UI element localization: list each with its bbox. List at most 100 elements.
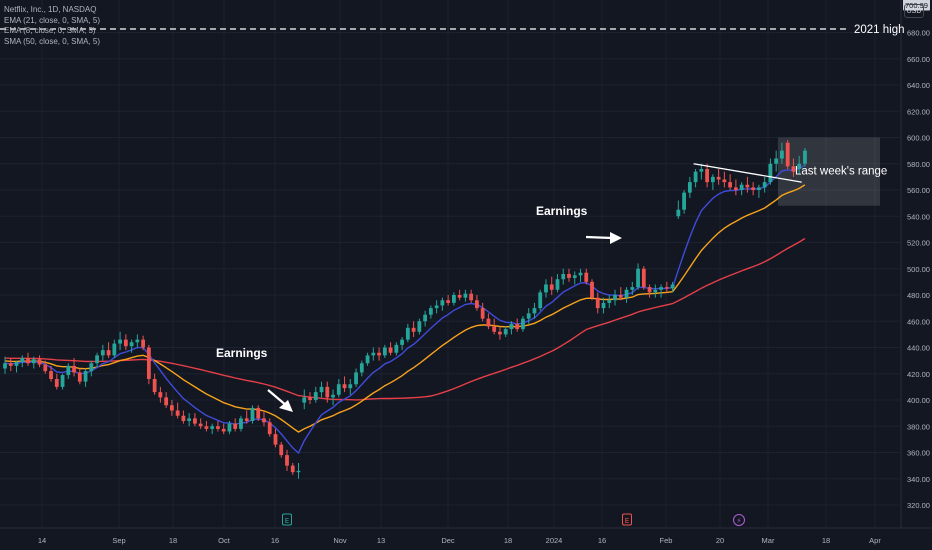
- candle-body[interactable]: [538, 292, 543, 309]
- candle-body[interactable]: [601, 302, 606, 309]
- candle[interactable]: [417, 318, 422, 335]
- candle-body[interactable]: [705, 169, 710, 183]
- candles[interactable]: [3, 140, 807, 479]
- candle[interactable]: [325, 381, 330, 403]
- candle[interactable]: [624, 287, 629, 303]
- candle-body[interactable]: [722, 179, 727, 183]
- candle-body[interactable]: [463, 293, 468, 298]
- candle-body[interactable]: [146, 347, 151, 380]
- candle-body[interactable]: [434, 305, 439, 309]
- candle-body[interactable]: [509, 323, 514, 330]
- candle-body[interactable]: [428, 308, 433, 315]
- candle[interactable]: [434, 300, 439, 314]
- candle[interactable]: [210, 423, 215, 435]
- candle-body[interactable]: [221, 428, 226, 432]
- candle-body[interactable]: [803, 150, 807, 164]
- candle[interactable]: [676, 200, 681, 219]
- candle-body[interactable]: [290, 465, 295, 473]
- candle-body[interactable]: [469, 293, 474, 301]
- candle-body[interactable]: [710, 176, 715, 183]
- candle[interactable]: [469, 289, 474, 303]
- candle-body[interactable]: [590, 281, 594, 298]
- candle-body[interactable]: [233, 423, 238, 429]
- candle-body[interactable]: [388, 347, 393, 353]
- candle[interactable]: [250, 405, 255, 424]
- candle-body[interactable]: [733, 187, 738, 190]
- candle[interactable]: [204, 421, 209, 432]
- candle[interactable]: [555, 274, 560, 293]
- candle[interactable]: [457, 289, 462, 301]
- candle[interactable]: [567, 268, 571, 282]
- candle-body[interactable]: [198, 423, 203, 427]
- candle-body[interactable]: [256, 407, 261, 419]
- candle[interactable]: [693, 169, 698, 188]
- candle-body[interactable]: [751, 187, 756, 190]
- candle[interactable]: [354, 368, 358, 387]
- candle[interactable]: [463, 289, 468, 302]
- candle[interactable]: [100, 344, 105, 361]
- candle[interactable]: [722, 171, 727, 188]
- candle-body[interactable]: [682, 192, 686, 210]
- candle[interactable]: [687, 176, 692, 198]
- candle[interactable]: [728, 174, 733, 190]
- candle[interactable]: [538, 289, 543, 311]
- candle-body[interactable]: [382, 347, 387, 356]
- candle[interactable]: [699, 163, 704, 180]
- candle-body[interactable]: [216, 426, 220, 429]
- candle-body[interactable]: [285, 455, 289, 466]
- candle-body[interactable]: [20, 358, 25, 362]
- candle-body[interactable]: [262, 418, 266, 423]
- candle[interactable]: [141, 335, 146, 351]
- candle[interactable]: [106, 342, 111, 358]
- candle-body[interactable]: [549, 284, 554, 290]
- candle[interactable]: [423, 310, 428, 327]
- candle[interactable]: [451, 292, 456, 306]
- candle-body[interactable]: [141, 339, 146, 348]
- candle-body[interactable]: [503, 329, 508, 335]
- candle-body[interactable]: [475, 300, 479, 309]
- candle-body[interactable]: [135, 339, 140, 343]
- candle[interactable]: [561, 268, 566, 285]
- event-marker[interactable]: E: [622, 513, 632, 526]
- candle-body[interactable]: [607, 300, 612, 303]
- candle-body[interactable]: [244, 418, 249, 421]
- candle[interactable]: [118, 331, 122, 351]
- candle-body[interactable]: [152, 379, 157, 393]
- candle-body[interactable]: [100, 350, 105, 356]
- legend-sma50[interactable]: SMA (50, close, 0, SMA, 5): [4, 36, 101, 46]
- candle-body[interactable]: [49, 371, 53, 379]
- candle-body[interactable]: [762, 182, 767, 188]
- event-marker[interactable]: ⚡: [733, 514, 745, 526]
- candle-body[interactable]: [739, 184, 744, 190]
- candle-body[interactable]: [239, 418, 243, 429]
- candle-body[interactable]: [3, 363, 7, 369]
- candle-body[interactable]: [451, 295, 456, 303]
- candle-body[interactable]: [348, 384, 353, 389]
- candle-body[interactable]: [354, 372, 358, 385]
- candle[interactable]: [331, 389, 335, 406]
- candle[interactable]: [480, 302, 485, 322]
- candle[interactable]: [164, 392, 169, 408]
- legend-symbol[interactable]: Netflix, Inc., 1D, NASDAQ: [4, 5, 97, 14]
- candle-body[interactable]: [411, 327, 416, 332]
- candle[interactable]: [313, 386, 318, 403]
- candle-body[interactable]: [267, 422, 272, 435]
- candle[interactable]: [791, 158, 796, 177]
- candle-body[interactable]: [106, 350, 111, 356]
- candle-body[interactable]: [371, 352, 376, 356]
- candle[interactable]: [797, 155, 802, 175]
- candle-body[interactable]: [417, 321, 422, 332]
- candle-body[interactable]: [670, 284, 675, 289]
- candle-body[interactable]: [60, 375, 65, 387]
- candle-body[interactable]: [693, 171, 698, 183]
- candle[interactable]: [336, 379, 341, 398]
- candle[interactable]: [359, 360, 364, 377]
- candle-body[interactable]: [440, 300, 445, 306]
- candle-body[interactable]: [555, 279, 560, 290]
- candle[interactable]: [66, 363, 71, 379]
- candle[interactable]: [768, 158, 773, 185]
- candle[interactable]: [733, 179, 738, 196]
- candle[interactable]: [239, 415, 243, 432]
- candle[interactable]: [532, 302, 537, 319]
